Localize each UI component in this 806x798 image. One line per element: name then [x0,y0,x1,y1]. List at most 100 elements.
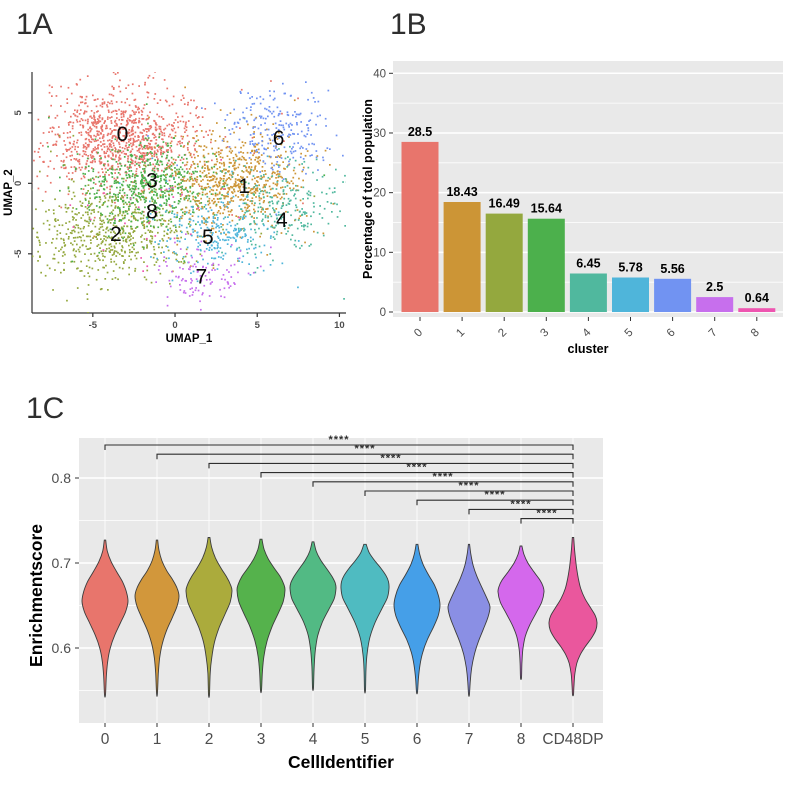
violin-4 [289,541,337,692]
violin-x-tick-label: 6 [413,731,422,748]
bar-cluster-8 [738,308,776,312]
violin-y-tick-label: 0.8 [52,470,72,486]
bar-x-tick-label: 8 [749,327,762,340]
violin-x-tick-label: 3 [257,731,266,748]
bar-x-tick-label: 3 [538,327,551,340]
bar-x-axis-title: cluster [568,342,609,356]
violin-x-tick-label: 1 [153,731,162,748]
bar-value-label: 18.43 [446,185,477,199]
sig-bracket-2-vs-CD48DP [208,462,574,469]
bar-y-axis-title: Percentage of total population [361,99,375,279]
umap-x-tick-label: 0 [172,320,177,331]
violin-1 [134,539,180,697]
umap-cluster-6-points [147,81,344,216]
violin-axis: 0.6 0.7 0.8 0 1 2 3 4 5 6 7 8 CD48DP [52,470,604,748]
sig-stars: **** [432,471,453,483]
sig-stars: **** [458,480,479,492]
umap-cluster-2-points [32,127,316,313]
umap-cluster-0-points [32,72,304,219]
bar-x-tick-label: 5 [623,327,636,340]
bar-x-tick-label: 7 [707,327,720,340]
violin-y-tick-label: 0.7 [52,555,72,571]
umap-points [32,72,346,313]
panel-c-label: 1C [26,392,65,425]
bar-y-tick-label: 30 [373,128,386,140]
umap-y-axis-title: UMAP_2 [3,169,15,216]
violin-x-tick-label: 5 [361,731,370,748]
bar-x-tick-label: 4 [581,326,594,339]
bar-y-tick-label: 10 [373,247,386,259]
bar-value-label: 15.64 [531,202,562,216]
sig-bracket-6-vs-CD48DP [416,499,574,506]
violin-7 [447,543,491,697]
umap-x-axis-title: UMAP_1 [166,333,213,345]
bar-y-tick-label: 40 [373,68,386,80]
sig-bracket-1-vs-CD48DP [156,453,574,460]
sig-stars: **** [536,508,557,520]
sig-bracket-5-vs-CD48DP [364,490,574,496]
umap-cluster-label-3: 3 [146,170,158,193]
umap-cluster-labels: 0 1 2 3 4 5 6 7 8 [110,123,288,288]
sig-stars: **** [510,498,531,510]
violin-x-tick-label: 0 [101,731,110,748]
violin-x-tick-label: 7 [465,731,474,748]
cluster-percentage-bar-chart: 28.5 18.43 16.49 15.64 6.45 5.78 5.56 2.5 0.64 0 1… [361,61,783,356]
bar-cluster-3 [527,218,565,312]
violin-5 [340,543,390,694]
umap-cluster-label-2: 2 [110,223,122,246]
enrichment-violin-plot: ************************************0.60… [26,434,604,772]
umap-cluster-5-points [118,155,300,289]
umap-cluster-8-points [69,159,240,272]
bar-y-tick-label: 0 [380,307,386,319]
umap-y-tick-label: 5 [13,110,24,116]
violin-y-tick-label: 0.6 [52,640,72,656]
violin-8 [497,545,545,681]
bar-cluster-2 [485,213,523,312]
violin-shapes [81,537,598,698]
bar-value-label: 5.56 [660,262,684,276]
bar-value-label: 5.78 [618,261,642,275]
violin-x-axis-title: CellIdentifier [288,752,394,772]
violin-CD48DP [548,537,598,697]
umap-cluster-label-7: 7 [195,265,207,288]
violin-y-axis-title: Enrichmentscore [26,524,46,667]
umap-cluster-label-4: 4 [276,209,288,232]
bar-x-tick-label: 0 [412,327,425,340]
violin-6 [393,543,441,695]
violin-0 [81,539,129,698]
umap-x-tick-label: -5 [89,320,98,331]
sig-stars: **** [354,443,375,455]
bar-value-label: 28.5 [408,125,432,139]
umap-cluster-7-points [155,233,272,311]
sig-bracket-7-vs-CD48DP [468,508,574,515]
bar-x-tick-label: 1 [454,327,467,340]
sig-bracket-0-vs-CD48DP [104,444,574,450]
bar-value-label: 2.5 [706,280,723,294]
bar-cluster-5 [612,277,649,312]
umap-y-tick-label: -5 [13,249,24,258]
umap-cluster-label-5: 5 [202,226,214,249]
violin-3 [236,538,286,694]
sig-stars: **** [406,462,427,474]
bar-x-tick-label: 2 [496,327,509,340]
bar-value-label: 0.64 [745,291,769,305]
sig-bracket-3-vs-CD48DP [260,472,574,478]
bar-series [401,141,776,312]
bar-cluster-7 [696,297,734,312]
umap-cluster-label-6: 6 [273,127,285,150]
bar-cluster-1 [443,202,481,312]
umap-axes: -5 0 5 10-505 [13,72,346,331]
sig-stars: **** [328,434,349,446]
bar-cluster-4 [569,273,607,312]
umap-cluster-label-8: 8 [146,201,158,224]
bar-value-label: 16.49 [489,197,520,211]
sig-bracket-8-vs-CD48DP [520,518,574,524]
sig-bracket-4-vs-CD48DP [312,481,574,487]
bar-y-tick-label: 20 [373,188,386,200]
umap-cluster-label-1: 1 [238,175,250,198]
panel-b-label: 1B [390,8,427,41]
bar-value-label: 6.45 [576,257,600,271]
violin-x-tick-label: 2 [205,731,214,748]
umap-x-tick-label: 5 [255,320,261,331]
